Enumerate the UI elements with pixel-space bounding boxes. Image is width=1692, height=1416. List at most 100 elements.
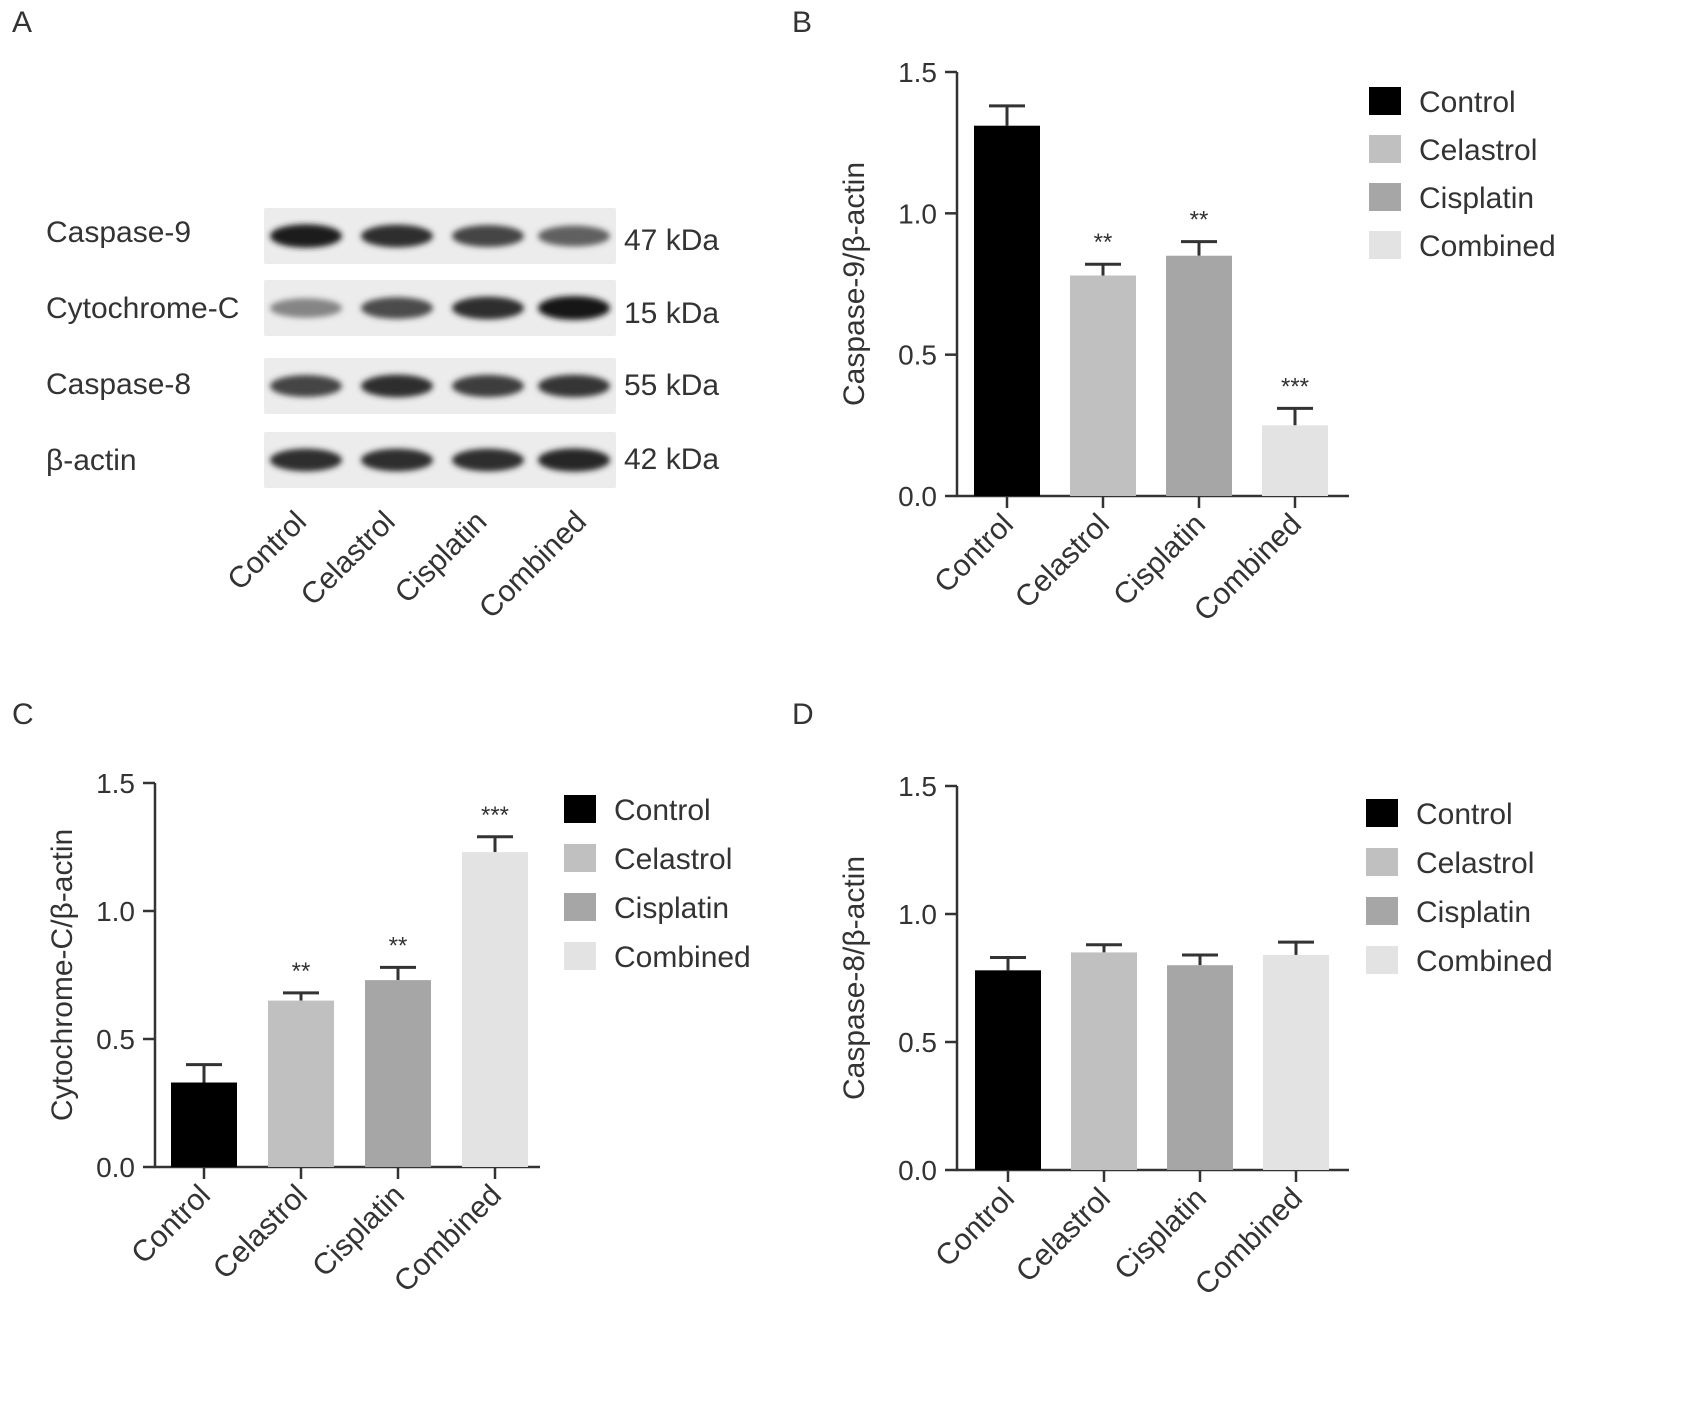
- blot-band-cytochrome-c-cisplatin: [452, 296, 524, 320]
- blot-band-caspase-9-control: [270, 224, 342, 248]
- blot-strip-actin: [264, 432, 616, 488]
- y-axis-label: Caspase-9/β-actin: [838, 162, 871, 406]
- significance-marker-celastrol: **: [1094, 229, 1113, 256]
- legend-label-celastrol: Celastrol: [1419, 134, 1537, 167]
- blot-band-caspase-8-celastrol: [361, 374, 433, 398]
- x-tick-label-celastrol: Celastrol: [207, 1179, 314, 1286]
- chart-cytochrome-c: 0.0 0.5 1.0 1.5 Cytochrome-C/β-actin Control *…: [46, 768, 751, 1299]
- legend-label-cisplatin: Cisplatin: [1416, 896, 1531, 929]
- legend-label-control: Control: [614, 794, 711, 827]
- legend-swatch-control: [564, 795, 596, 823]
- blot-label-caspase-9: Caspase-9: [46, 216, 192, 249]
- legend-swatch-cisplatin: [564, 893, 596, 921]
- blot-band-caspase-8-control: [270, 375, 342, 397]
- blot-band-actin-cisplatin: [452, 448, 524, 472]
- blot-band-actin-control: [270, 448, 342, 472]
- bar-celastrol: [1070, 275, 1136, 496]
- panel-letter-c: C: [12, 698, 34, 731]
- legend-label-combined: Combined: [1419, 230, 1556, 263]
- blot-image: [264, 208, 616, 488]
- y-tick-label: 1.0: [898, 899, 937, 930]
- legend-swatch-combined: [1366, 946, 1398, 974]
- y-tick-label: 0.5: [898, 340, 937, 371]
- legend-swatch-cisplatin: [1369, 183, 1401, 211]
- chart-caspase-8: 0.00.51.01.5Caspase-8/β-actinControlCela…: [838, 771, 1553, 1302]
- blot-label-beta-actin: β-actin: [46, 444, 137, 477]
- blot-label-caspase-8: Caspase-8: [46, 368, 192, 401]
- legend-swatch-cisplatin: [1366, 897, 1398, 925]
- bar-cisplatin: [365, 980, 431, 1167]
- blot-strip-caspase-9: [264, 208, 616, 264]
- x-tick-label-control: Control: [928, 508, 1020, 600]
- kda-label-caspase-9: 47 kDa: [624, 224, 720, 257]
- bar-cisplatin: [1167, 965, 1233, 1170]
- blot-band-caspase-9-combined: [538, 225, 610, 247]
- legend-label-control: Control: [1419, 86, 1516, 119]
- legend-label-celastrol: Celastrol: [614, 843, 732, 876]
- legend-label-control: Control: [1416, 798, 1513, 831]
- legend-swatch-celastrol: [564, 844, 596, 872]
- x-tick-label-celastrol: Celastrol: [1010, 1182, 1117, 1289]
- bar-control: [171, 1082, 237, 1167]
- y-tick-label: 1.5: [898, 771, 937, 802]
- blot-band-actin-combined: [538, 448, 610, 472]
- bar-celastrol: [268, 1000, 334, 1167]
- x-tick-label-control: Control: [929, 1182, 1021, 1274]
- chart-caspase-9: 0.0 0.5 1.0 1.5 Caspase-9/β-actin Control ** Ce…: [838, 57, 1556, 628]
- y-tick-label: 0.0: [898, 1155, 937, 1186]
- bar-cisplatin: [1166, 255, 1232, 496]
- kda-label-beta-actin: 42 kDa: [624, 443, 720, 476]
- lane-label-combined: Combined: [473, 504, 594, 626]
- blot-band-caspase-9-celastrol: [361, 224, 433, 248]
- bar-celastrol: [1071, 952, 1137, 1170]
- bar-combined: [462, 852, 528, 1167]
- legend-swatch-combined: [564, 942, 596, 970]
- panel-letter-d: D: [792, 698, 814, 731]
- bar-control: [974, 125, 1040, 496]
- y-tick-label: 1.0: [96, 896, 135, 927]
- panel-letter-a: A: [12, 6, 33, 39]
- y-tick-label: 1.0: [898, 198, 937, 229]
- significance-marker-cisplatin: **: [389, 932, 408, 959]
- y-tick-label: 0.5: [96, 1024, 135, 1055]
- y-axis-label: Caspase-8/β-actin: [838, 856, 871, 1100]
- legend-label-celastrol: Celastrol: [1416, 847, 1534, 880]
- y-axis-label: Cytochrome-C/β-actin: [46, 829, 79, 1121]
- significance-marker-celastrol: **: [292, 958, 311, 985]
- y-tick-label: 0.5: [898, 1027, 937, 1058]
- legend-swatch-celastrol: [1369, 135, 1401, 163]
- legend-swatch-control: [1366, 799, 1398, 827]
- blot-strip-caspase-8: [264, 358, 616, 414]
- blot-band-caspase-8-combined: [538, 374, 610, 398]
- legend-label-cisplatin: Cisplatin: [614, 892, 729, 925]
- x-tick-label-combined: Combined: [388, 1179, 508, 1299]
- panel-letter-b: B: [792, 6, 813, 39]
- legend-label-cisplatin: Cisplatin: [1419, 182, 1534, 215]
- y-tick-label: 1.5: [96, 768, 135, 799]
- x-tick-label-celastrol: Celastrol: [1009, 508, 1116, 615]
- blot-band-cytochrome-c-control: [270, 298, 342, 318]
- legend-label-combined: Combined: [1416, 945, 1553, 978]
- kda-label-caspase-8: 55 kDa: [624, 369, 720, 402]
- blot-band-actin-celastrol: [361, 448, 433, 472]
- lane-label-celastrol: Celastrol: [294, 504, 402, 613]
- blot-band-cytochrome-c-celastrol: [361, 297, 433, 319]
- bar-control: [975, 970, 1041, 1170]
- y-tick-label: 1.5: [898, 57, 937, 88]
- bar-combined: [1263, 954, 1329, 1170]
- blot-band-caspase-8-cisplatin: [452, 374, 524, 398]
- legend-label-combined: Combined: [614, 941, 751, 974]
- legend-swatch-control: [1369, 87, 1401, 115]
- y-tick-label: 0.0: [96, 1152, 135, 1183]
- y-tick-label: 0.0: [898, 481, 937, 512]
- blot-band-caspase-9-cisplatin: [452, 225, 524, 247]
- significance-marker-combined: ***: [481, 802, 509, 829]
- blot-strip-cytochrome-c: [264, 280, 616, 336]
- bar-combined: [1262, 425, 1328, 496]
- blot-label-cytochrome-c: Cytochrome-C: [46, 292, 240, 325]
- legend-swatch-celastrol: [1366, 848, 1398, 876]
- blot-band-cytochrome-c-combined: [538, 296, 610, 320]
- legend-swatch-combined: [1369, 231, 1401, 259]
- x-tick-label-control: Control: [125, 1179, 217, 1271]
